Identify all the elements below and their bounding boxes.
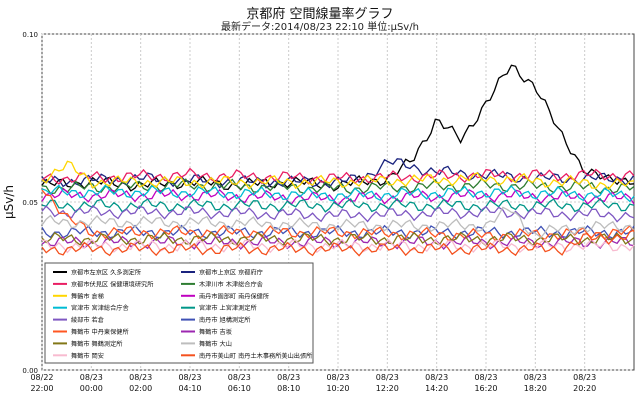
series-line <box>41 206 635 239</box>
x-tick-date: 08/23 <box>474 373 497 382</box>
series-line <box>41 184 635 203</box>
x-tick-date: 08/23 <box>524 373 547 382</box>
legend-label: 京都市上京区 京都府庁 <box>199 269 263 277</box>
series-line <box>41 177 635 195</box>
legend-label: 舞鶴市 倉梯 <box>71 292 104 300</box>
x-tick-date: 08/23 <box>326 373 349 382</box>
legend-box <box>44 262 314 364</box>
x-tick-date: 08/23 <box>425 373 448 382</box>
chart-subtitle: 最新データ:2014/08/23 22:10 単位:μSv/h <box>221 22 419 33</box>
x-tick-time: 16:20 <box>474 384 497 393</box>
legend-label: 舞鶴市 岡安 <box>71 352 104 360</box>
x-tick-time: 18:20 <box>524 384 547 393</box>
legend-label: 宮津市 宮津総合庁舎 <box>71 304 129 312</box>
x-tick-date: 08/23 <box>277 373 300 382</box>
legend-label: 京都市左京区 久多測定所 <box>71 269 141 277</box>
series-line <box>41 189 635 242</box>
x-tick-time: 20:20 <box>573 384 596 393</box>
x-tick-time: 06:10 <box>228 384 251 393</box>
legend-label: 綾部市 若倉 <box>71 316 104 324</box>
series-line <box>41 160 635 190</box>
series-line <box>41 167 635 185</box>
series-line <box>41 231 635 247</box>
x-tick-date: 08/23 <box>178 373 201 382</box>
legend-label: 京都市伏見区 保健環境研究所 <box>71 280 153 288</box>
x-tick-time: 22:00 <box>30 384 53 393</box>
series-line <box>41 238 635 254</box>
x-tick-time: 00:00 <box>80 384 103 393</box>
legend-label: 舞鶴市 中丹東保健所 <box>71 328 129 336</box>
y-axis-label: μSv/h <box>2 185 16 219</box>
legend-label: 宮津市 上宮津測定所 <box>199 304 257 312</box>
x-tick-time: 14:20 <box>425 384 448 393</box>
legend-label: 南丹市 旭構測定所 <box>199 316 250 324</box>
legend-label: 木津川市 木津総合庁舎 <box>199 280 263 288</box>
x-tick-date: 08/23 <box>129 373 152 382</box>
y-tick-label: 0.05 <box>22 199 38 207</box>
y-tick-label: 0.00 <box>22 367 38 375</box>
x-tick-time: 08:10 <box>277 384 300 393</box>
legend-label: 南丹市園部町 南丹保健所 <box>199 292 269 300</box>
chart-title: 京都府 空間線量率グラフ <box>246 7 394 22</box>
legend-label: 南丹市美山町 南丹土木事務所美山出張所 <box>199 352 312 360</box>
x-tick-date: 08/23 <box>228 373 251 382</box>
x-tick-date: 08/23 <box>80 373 103 382</box>
legend-label: 舞鶴市 大山 <box>199 340 232 348</box>
series-line <box>41 205 635 223</box>
x-tick-date: 08/23 <box>573 373 596 382</box>
x-tick-time: 10:20 <box>326 384 349 393</box>
x-tick-date: 08/22 <box>30 373 53 382</box>
x-tick-date: 08/23 <box>376 373 399 382</box>
series-line <box>41 224 635 240</box>
y-tick-label: 0.10 <box>22 31 38 39</box>
series-line <box>41 229 635 257</box>
x-tick-time: 02:00 <box>129 384 152 393</box>
x-tick-time: 12:20 <box>376 384 399 393</box>
legend-label: 舞鶴市 舞鶴測定所 <box>71 340 122 348</box>
legend-label: 舞鶴市 吉坂 <box>199 328 232 336</box>
x-tick-time: 04:10 <box>178 384 201 393</box>
